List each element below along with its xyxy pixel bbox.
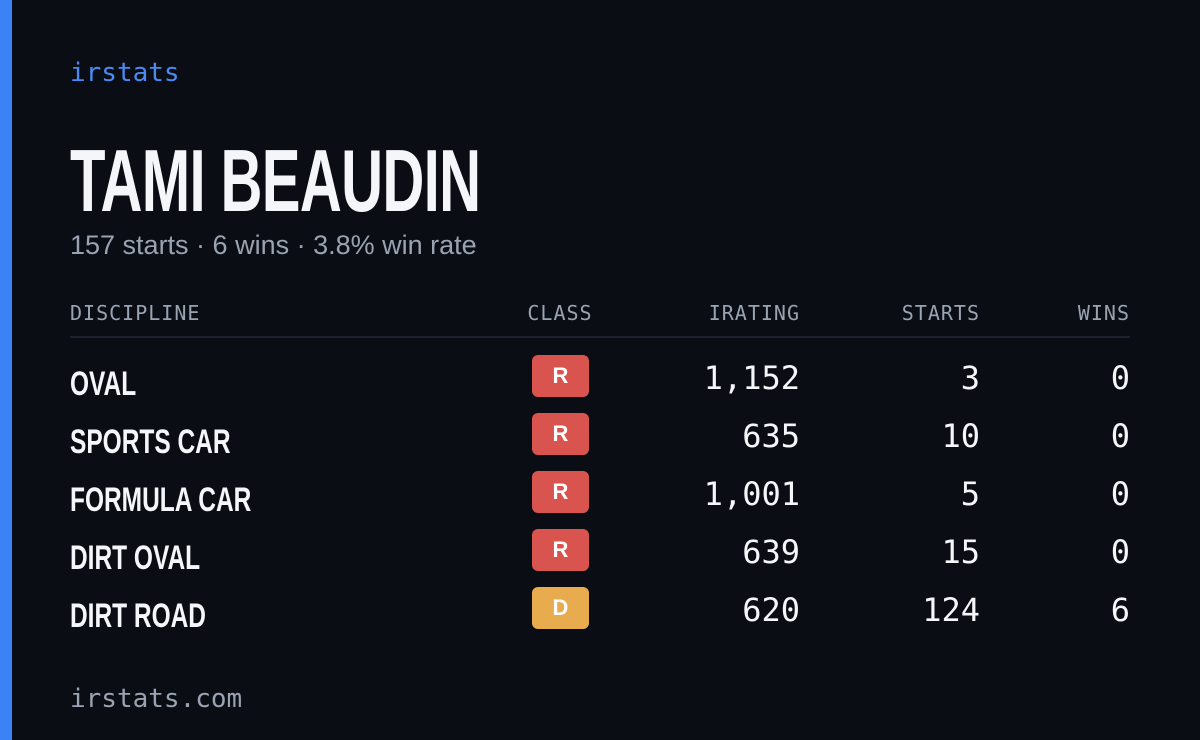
brand: irstats [70,58,180,88]
driver-name: TAMI BEAUDIN [70,131,481,230]
wins: 0 [1110,475,1130,513]
class-badge: R [532,413,589,455]
accent-bar [0,0,12,740]
class-badge: R [532,529,589,571]
irating: 1,152 [703,359,800,397]
column-header: DISCIPLINE [70,301,201,325]
starts: 15 [941,533,980,571]
class-badge: R [532,355,589,397]
column-header: IRATING [708,301,800,325]
irating: 620 [742,591,800,629]
irating: 635 [742,417,800,455]
class-badge: R [532,471,589,513]
footer: irstats.com [70,684,243,714]
wins: 6 [1110,591,1130,629]
discipline: OVAL [70,365,137,403]
summary: 157 starts · 6 wins · 3.8% win rate [70,230,477,260]
discipline: SPORTS CAR [70,423,231,461]
starts: 124 [922,591,980,629]
irating: 639 [742,533,800,571]
discipline: DIRT OVAL [70,539,201,577]
column-header: CLASS [527,301,593,325]
discipline: FORMULA CAR [70,481,252,519]
wins: 0 [1110,417,1130,455]
class-badge: D [532,587,589,629]
wins: 0 [1110,533,1130,571]
header-rule [70,336,1130,338]
starts: 3 [960,359,980,397]
column-header: STARTS [901,301,980,325]
irating: 1,001 [703,475,800,513]
discipline: DIRT ROAD [70,597,207,635]
starts: 10 [941,417,980,455]
starts: 5 [960,475,980,513]
wins: 0 [1110,359,1130,397]
column-header: WINS [1077,301,1130,325]
